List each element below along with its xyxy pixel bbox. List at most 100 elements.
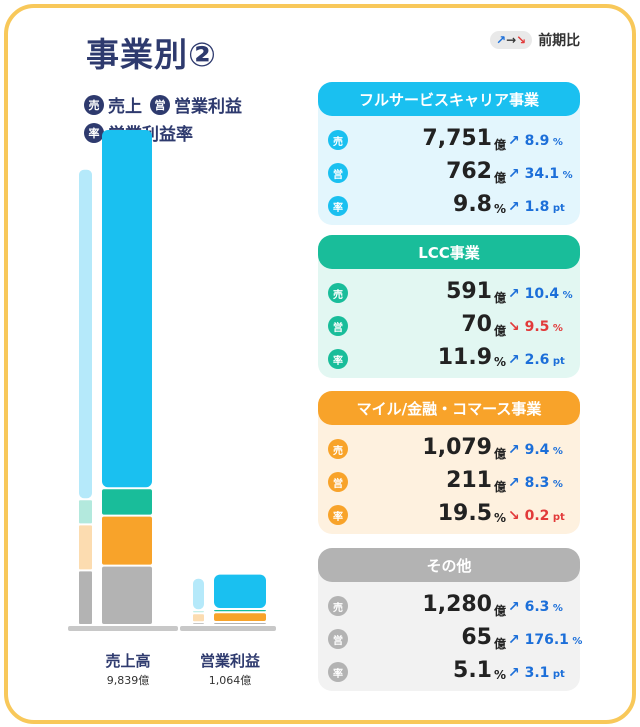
page-title: 事業別② <box>86 35 217 74</box>
metric-value: 1,079 <box>422 435 492 460</box>
segment-panel-title: LCC事業 <box>318 235 580 269</box>
metric-value: 1,280 <box>422 592 492 617</box>
prev-bar-segment-sales-1 <box>79 525 92 570</box>
yoy-change-unit: % <box>549 479 563 490</box>
yoy-change: ↘ 9.5 % <box>508 319 563 335</box>
metric-value: 5.1 <box>453 658 492 683</box>
bar-segment-sales-1 <box>102 516 152 565</box>
yoy-change: ↘ 0.2 pt <box>508 508 565 524</box>
prev-bar-segment-op-2 <box>193 611 204 613</box>
yoy-change-unit: % <box>549 323 563 334</box>
arrow-down-icon: ↘ <box>508 319 525 335</box>
metric-row: 営 762 億 ↗ 34.1 % <box>318 157 580 190</box>
prev-bar-segment-op-0 <box>193 623 204 624</box>
yoy-change-value: 34.1 <box>524 166 560 182</box>
metric-unit: 億 <box>494 637 507 651</box>
yoy-change: ↗ 10.4 % <box>508 286 573 302</box>
prev-bar-segment-sales-3 <box>79 169 92 499</box>
metric-marker-icon: 営 <box>328 472 348 492</box>
metric-value: 7,751 <box>422 126 492 151</box>
metric-unit: 億 <box>494 291 507 305</box>
margin-marker-icon: 率 <box>84 122 104 143</box>
category-label-op: 営業利益 <box>199 652 260 670</box>
metric-row: 売 7,751 億 ↗ 8.9 % <box>318 124 580 157</box>
yoy-change: ↗ 1.8 pt <box>508 199 565 215</box>
segment-panel-title: マイル/金融・コマース事業 <box>318 391 580 425</box>
metric-unit: 億 <box>494 604 507 618</box>
metric-unit: % <box>494 668 507 682</box>
trend-arrows-icon: ↗→↘ <box>490 31 533 49</box>
metric-row: 率 19.5% ↘ 0.2 pt <box>318 499 580 532</box>
arrow-up-icon: ↗ <box>508 665 525 681</box>
arrow-up-icon: ↗ <box>508 199 525 215</box>
arrow-up-icon: ↗ <box>508 352 525 368</box>
metric-unit: 億 <box>494 447 507 461</box>
metric-unit: 億 <box>494 480 507 494</box>
metric-marker-icon: 売 <box>328 130 348 150</box>
bar-segment-op-1 <box>214 613 266 621</box>
yoy-change-value: 2.6 <box>524 352 550 368</box>
metric-marker-icon: 営 <box>328 629 348 649</box>
operating-profit-marker-icon: 営 <box>150 94 170 115</box>
yoy-change-value: 8.3 <box>524 475 550 491</box>
category-label-sales: 売上高 <box>105 652 151 670</box>
yoy-change-value: 0.2 <box>524 508 550 524</box>
yoy-change-value: 10.4 <box>524 286 560 302</box>
arrow-up-icon: ↗ <box>508 166 525 182</box>
yoy-change-value: 3.1 <box>524 665 550 681</box>
yoy-change: ↗ 9.4 % <box>508 442 563 458</box>
metric-unit: 億 <box>494 138 507 152</box>
segment-panel-title: その他 <box>318 548 580 582</box>
metric-value: 9.8 <box>453 192 492 217</box>
metric-unit: % <box>494 511 507 525</box>
yoy-change-unit: pt <box>549 669 565 680</box>
yoy-change-value: 8.9 <box>524 133 550 149</box>
bar-segment-sales-0 <box>102 566 152 624</box>
yoy-change-unit: pt <box>549 512 565 523</box>
legend-sales-label: 売上 <box>108 97 142 117</box>
yoy-change: ↗ 2.6 pt <box>508 352 565 368</box>
arrow-up-icon: ↗ <box>508 599 525 615</box>
metric-marker-icon: 率 <box>328 349 348 369</box>
yoy-change: ↗ 34.1 % <box>508 166 573 182</box>
bar-segment-op-0 <box>214 622 266 624</box>
yoy-change-unit: % <box>549 137 563 148</box>
bar-segment-op-3 <box>214 574 266 608</box>
yoy-change: ↗ 8.3 % <box>508 475 563 491</box>
baseline-sales <box>68 626 178 631</box>
legend-line-1: 売 売上 営 営業利益 <box>84 92 242 117</box>
comparison-hint: ↗→↘ 前期比 <box>490 30 580 50</box>
metric-marker-icon: 売 <box>328 596 348 616</box>
metric-marker-icon: 営 <box>328 316 348 336</box>
metric-row: 売 1,280 億 ↗ 6.3 % <box>318 590 580 623</box>
metric-marker-icon: 率 <box>328 196 348 216</box>
bar-segment-sales-2 <box>102 489 152 515</box>
yoy-change-unit: % <box>559 290 573 301</box>
arrow-up-icon: ↗ <box>508 442 525 458</box>
arrow-up-icon: ↗ <box>508 632 525 648</box>
bar-segment-op-2 <box>214 609 266 612</box>
metric-value: 762 <box>446 159 492 184</box>
yoy-change-unit: % <box>568 636 583 647</box>
stacked-bar-chart <box>68 130 276 631</box>
yoy-change-value: 9.5 <box>524 319 550 335</box>
yoy-change-unit: pt <box>549 203 565 214</box>
segment-panel: LCC事業売 591 億 ↗ 10.4 % 営 70 億 ↘ 9.5 % 率 11.9% ↗ 2.6… <box>318 235 580 378</box>
metric-row: 率 11.9% ↗ 2.6 pt <box>318 343 580 376</box>
comparison-label: 前期比 <box>538 33 581 49</box>
segment-panel: フルサービスキャリア事業売 7,751 億 ↗ 8.9 % 営 762 億 ↗ 34.1 % 率… <box>318 82 580 225</box>
yoy-change: ↗ 3.1 pt <box>508 665 565 681</box>
category-total-sales: 9,839億 <box>106 674 150 687</box>
segment-panel: その他売 1,280 億 ↗ 6.3 % 営 65 億 ↗ 176.1 % 率 5.1% ↗ 3.1… <box>318 548 583 691</box>
prev-bar-segment-op-3 <box>193 578 204 610</box>
yoy-change-unit: % <box>549 603 563 614</box>
metric-unit: 億 <box>494 171 507 185</box>
arrow-down-icon: ↘ <box>508 508 525 524</box>
metric-value: 11.9 <box>437 345 492 370</box>
metric-value: 211 <box>446 468 492 493</box>
arrow-up-icon: ↗ <box>508 475 525 491</box>
metric-marker-icon: 率 <box>328 662 348 682</box>
segment-panel: マイル/金融・コマース事業売 1,079 億 ↗ 9.4 % 営 211 億 ↗ 8.3 % 率… <box>318 391 580 534</box>
metric-row: 営 65 億 ↗ 176.1 % <box>318 623 583 656</box>
metric-marker-icon: 売 <box>328 283 348 303</box>
